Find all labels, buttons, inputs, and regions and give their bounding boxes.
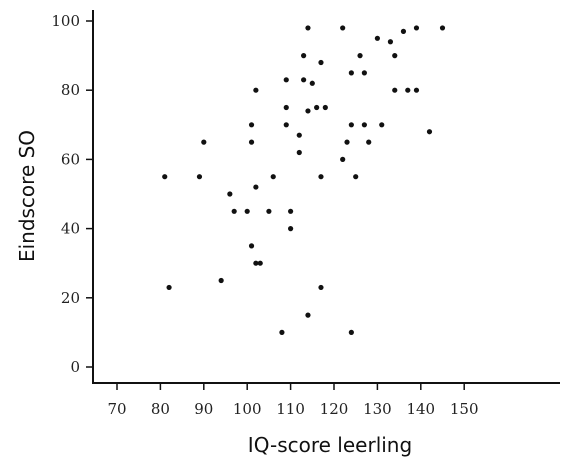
data-point: [392, 87, 398, 93]
data-point: [283, 77, 289, 83]
x-tick-label: 140: [406, 400, 435, 418]
y-tick-label: 60: [61, 150, 80, 168]
data-point: [305, 108, 311, 114]
y-tick-label: 20: [61, 289, 80, 307]
x-axis-title: IQ-score leerling: [248, 433, 412, 457]
x-tick-label: 120: [320, 400, 349, 418]
x-tick-label: 110: [276, 400, 305, 418]
data-point: [201, 139, 207, 145]
data-point: [405, 87, 411, 93]
data-point: [227, 191, 233, 197]
data-point: [366, 139, 372, 145]
data-point: [439, 25, 446, 31]
data-point: [257, 260, 263, 266]
data-point: [348, 329, 354, 335]
data-point: [231, 208, 237, 214]
data-point: [288, 208, 294, 214]
data-point: [301, 53, 307, 59]
data-point: [266, 208, 272, 214]
data-point: [248, 243, 255, 249]
x-tick-label: 90: [194, 400, 213, 418]
data-point: [301, 77, 307, 83]
x-tick-label: 130: [363, 400, 392, 418]
data-point: [309, 80, 315, 86]
data-point: [361, 122, 367, 128]
points-layer: [162, 25, 446, 335]
data-point: [344, 139, 350, 145]
data-point: [413, 87, 420, 93]
data-point: [400, 28, 407, 34]
data-point: [253, 260, 259, 266]
data-point: [413, 25, 420, 31]
data-point: [218, 277, 224, 284]
x-tick-label: 100: [233, 400, 262, 418]
data-point: [340, 25, 346, 31]
data-point: [296, 132, 302, 138]
data-point: [248, 122, 255, 128]
y-tick-label: 40: [61, 220, 80, 238]
y-tick-label: 100: [51, 12, 80, 30]
x-tick-label: 150: [450, 400, 479, 418]
data-point: [305, 25, 311, 31]
data-point: [166, 284, 172, 291]
data-point: [387, 39, 394, 45]
data-point: [322, 104, 328, 111]
data-point: [283, 122, 289, 128]
ticks-layer: 70 80 90 100 110 120 130 140 150 0 20 40 60 80 100: [51, 12, 478, 418]
data-point: [314, 104, 320, 111]
data-point: [392, 53, 398, 59]
data-point: [361, 70, 367, 76]
data-point: [426, 129, 433, 135]
data-point: [283, 104, 289, 111]
data-point: [348, 70, 354, 76]
data-point: [279, 329, 285, 335]
data-point: [162, 174, 168, 180]
data-point: [374, 35, 380, 41]
data-point: [196, 174, 203, 180]
y-tick-label: 0: [70, 358, 80, 376]
data-point: [296, 149, 302, 156]
data-point: [248, 139, 255, 145]
data-point: [353, 174, 359, 180]
data-point: [288, 226, 294, 232]
data-point: [357, 53, 363, 59]
data-point: [379, 122, 385, 128]
data-point: [253, 87, 259, 93]
data-point: [348, 122, 354, 128]
data-point: [318, 284, 324, 291]
data-point: [340, 156, 346, 162]
data-point: [244, 208, 250, 214]
x-tick-label: 70: [107, 400, 126, 418]
data-point: [305, 312, 311, 318]
data-point: [318, 174, 324, 180]
data-point: [270, 174, 276, 180]
data-point: [318, 59, 324, 66]
y-tick-label: 80: [61, 81, 80, 99]
x-tick-label: 80: [151, 400, 170, 418]
data-point: [253, 184, 259, 190]
y-axis-title: Eindscore SO: [15, 130, 39, 262]
